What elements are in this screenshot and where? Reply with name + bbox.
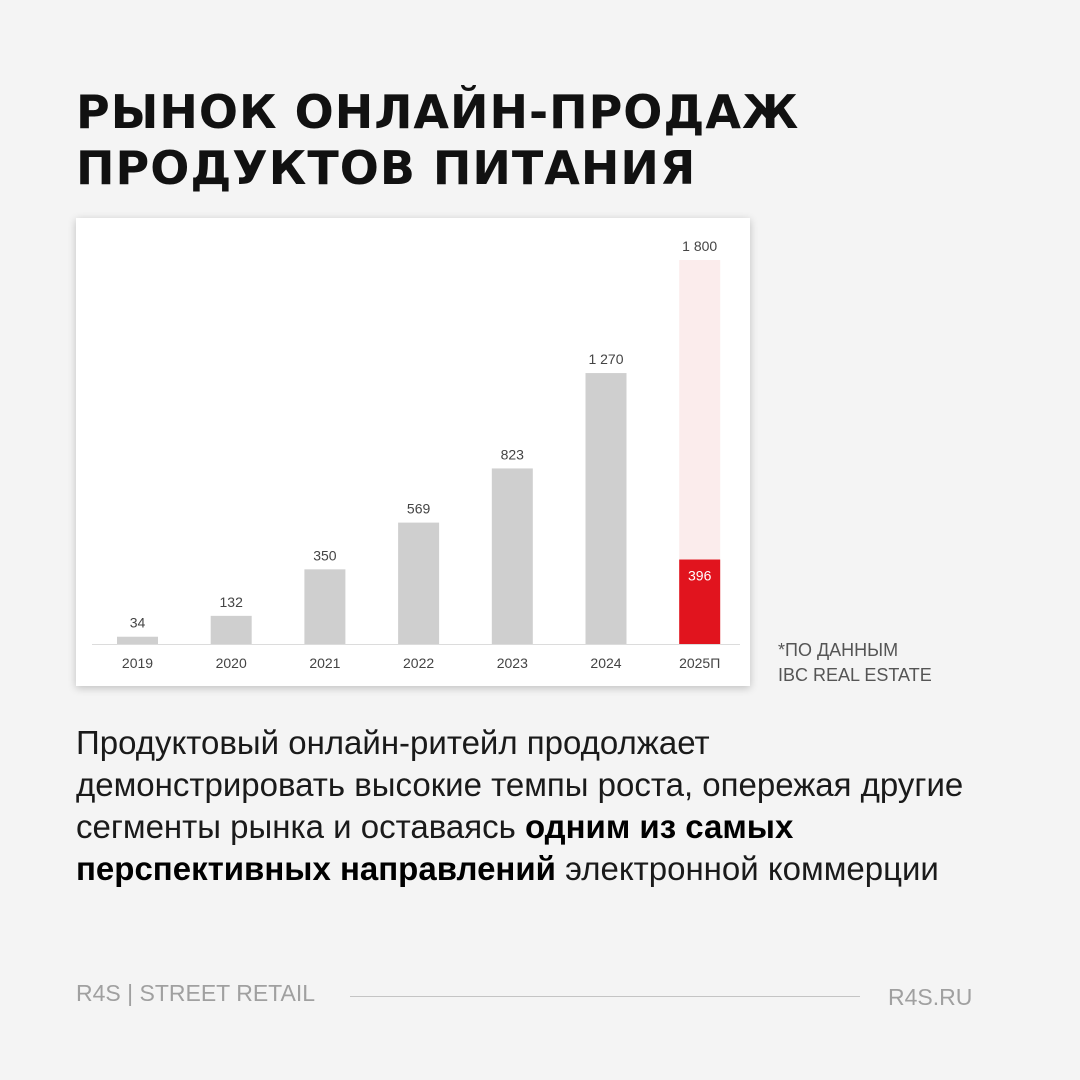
value-label-2022: 569	[407, 501, 431, 517]
bar-2024	[585, 373, 627, 644]
bar-chart: 34 2019 132 2020 350 2021 569 2022 823 2023 1 270 2…	[92, 238, 740, 671]
title-line-1: РЫНОК ОНЛАЙН-ПРОДАЖ	[76, 85, 800, 139]
title-line-2: ПРОДУКТОВ ПИТАНИЯ	[76, 141, 697, 195]
highlight-bar-2025П	[679, 559, 721, 644]
category-label-2025П: 2025П	[679, 655, 720, 671]
body-text-emphasis: одним из самых перспективных направлений	[76, 808, 794, 887]
bar-2023	[491, 468, 533, 644]
category-label-2022: 2022	[403, 655, 434, 671]
category-label-2021: 2021	[309, 655, 340, 671]
value-label-2023: 823	[501, 446, 525, 462]
value-label-2021: 350	[313, 547, 337, 563]
body-text-part-2: электронной коммерции	[555, 850, 939, 887]
value-label-2020: 132	[220, 594, 244, 610]
highlight-value-label: 396	[688, 568, 712, 584]
footer-divider	[350, 996, 860, 997]
category-label-2019: 2019	[122, 655, 153, 671]
bar-2020	[210, 615, 252, 644]
bar-2019	[117, 636, 158, 644]
category-label-2020: 2020	[216, 655, 247, 671]
bar-2021	[304, 569, 346, 644]
source-line-1: *по данным	[778, 640, 899, 660]
category-label-2023: 2023	[497, 655, 528, 671]
footer-site-link[interactable]: R4S.RU	[888, 984, 973, 1010]
source-note: *по данным IBC Real Estate	[778, 638, 978, 688]
bar-2022	[398, 522, 440, 644]
source-line-2: IBC Real Estate	[778, 665, 932, 685]
value-label-2025П: 1 800	[682, 238, 717, 254]
value-label-2024: 1 270	[588, 351, 623, 367]
page-title: РЫНОК ОНЛАЙН-ПРОДАЖ ПРОДУКТОВ ПИТАНИЯ	[76, 84, 1016, 196]
footer-brand: R4S | STREET RETAIL	[76, 980, 316, 1006]
chart-card: 34 2019 132 2020 350 2021 569 2022 823 2023 1 270 2…	[76, 218, 750, 686]
value-label-2019: 34	[130, 615, 146, 631]
category-label-2024: 2024	[590, 655, 621, 671]
body-text: Продуктовый онлайн-ритейл продолжает дем…	[76, 722, 976, 890]
body-text-part-1: Продуктовый онлайн-ритейл продолжает дем…	[76, 724, 964, 845]
